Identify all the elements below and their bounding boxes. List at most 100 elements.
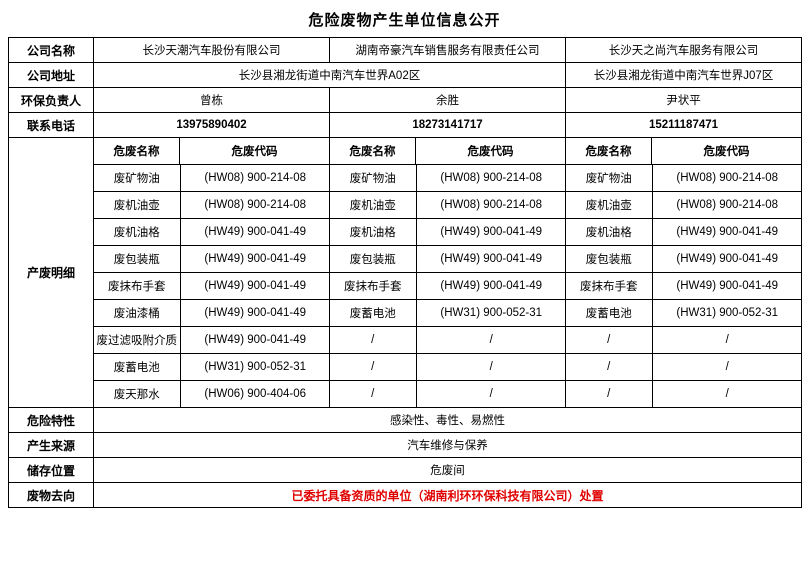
waste-code-header-3: 危废代码 — [651, 137, 802, 165]
waste-code: / — [416, 326, 566, 354]
waste-code: / — [725, 388, 729, 400]
company-name-2: 湖南帝豪汽车销售服务有限责任公司 — [329, 37, 566, 63]
row-label-env-officer: 环保负责人 — [8, 87, 94, 113]
waste-row: 废机油格 (HW49) 900-041-49 — [94, 218, 330, 246]
info-table: 公司名称 长沙天潮汽车股份有限公司 湖南帝豪汽车销售服务有限责任公司 长沙天之尚… — [8, 37, 802, 508]
waste-name: 废机油壶 — [330, 191, 417, 219]
table-row-company-name: 公司名称 长沙天潮汽车股份有限公司 湖南帝豪汽车销售服务有限责任公司 长沙天之尚… — [8, 37, 802, 63]
waste-name: 废矿物油 — [94, 165, 181, 192]
waste-row: 废机油格 (HW49) 900-041-49 — [566, 218, 802, 246]
waste-row: / / — [566, 380, 802, 407]
waste-name: 废蓄电池 — [566, 299, 653, 327]
env-officer-1: 曾栋 — [93, 87, 330, 113]
waste-name: 废包装瓶 — [566, 245, 653, 273]
waste-name-header-1: 危废名称 — [93, 137, 180, 165]
waste-name: / — [330, 326, 417, 354]
waste-code: (HW49) 900-041-49 — [180, 218, 330, 246]
source-value: 汽车维修与保养 — [93, 432, 802, 458]
waste-inner-table-3: 废矿物油 (HW08) 900-214-08 废机油壶 (HW08) 900-214-… — [566, 165, 802, 407]
row-label-waste-detail: 产废明细 — [8, 137, 94, 408]
waste-list-company-1: 废矿物油 (HW08) 900-214-08 废机油壶 (HW08) 900-214-… — [93, 164, 330, 408]
waste-code: (HW31) 900-052-31 — [180, 353, 330, 381]
waste-code: (HW49) 900-041-49 — [416, 245, 566, 273]
contact-phone-1: 13975890402 — [93, 112, 330, 138]
waste-code: (HW49) 900-041-49 — [180, 326, 330, 354]
waste-name: 废包装瓶 — [94, 245, 181, 273]
table-row-contact-phone: 联系电话 13975890402 18273141717 15211187471 — [8, 112, 802, 138]
table-row-storage: 储存位置 危废间 — [8, 457, 802, 483]
waste-code: (HW49) 900-041-49 — [652, 272, 802, 300]
company-name-3: 长沙天之尚汽车服务有限公司 — [565, 37, 802, 63]
table-row-waste-header: 产废明细 危废名称 危废代码 危废名称 危废代码 危废名称 危废代码 — [8, 137, 802, 408]
waste-row: 废包装瓶 (HW49) 900-041-49 — [330, 245, 566, 273]
waste-row: 废抹布手套 (HW49) 900-041-49 — [566, 272, 802, 300]
env-officer-2: 余胜 — [329, 87, 566, 113]
waste-row: 废油漆桶 (HW49) 900-041-49 — [94, 299, 330, 327]
waste-code: (HW31) 900-052-31 — [416, 299, 566, 327]
waste-name: / — [330, 353, 417, 381]
env-officer-3: 尹状平 — [565, 87, 802, 113]
waste-name: / — [566, 353, 653, 381]
waste-row: / / — [566, 326, 802, 354]
row-label-disposal: 废物去向 — [8, 482, 94, 508]
waste-code: (HW49) 900-041-49 — [416, 218, 566, 246]
waste-name: 废机油格 — [330, 218, 417, 246]
waste-code: (HW08) 900-214-08 — [416, 165, 566, 192]
waste-name: / — [566, 326, 653, 354]
waste-code: (HW06) 900-404-06 — [204, 388, 307, 400]
waste-name: 废抹布手套 — [330, 272, 417, 300]
waste-row: 废矿物油 (HW08) 900-214-08 — [330, 165, 566, 192]
waste-code: (HW31) 900-052-31 — [652, 299, 802, 327]
waste-name: 废天那水 — [94, 380, 181, 407]
waste-name: 废包装瓶 — [330, 245, 417, 273]
waste-row: 废机油壶 (HW08) 900-214-08 — [566, 191, 802, 219]
waste-inner-table-1: 废矿物油 (HW08) 900-214-08 废机油壶 (HW08) 900-214-… — [94, 165, 330, 407]
waste-row: 废矿物油 (HW08) 900-214-08 — [566, 165, 802, 192]
waste-code-header-2: 危废代码 — [415, 137, 566, 165]
row-label-storage: 储存位置 — [8, 457, 94, 483]
waste-code: (HW08) 900-214-08 — [180, 165, 330, 192]
waste-row: 废包装瓶 (HW49) 900-041-49 — [94, 245, 330, 273]
waste-row: 废矿物油 (HW08) 900-214-08 — [94, 165, 330, 192]
waste-row: / / — [566, 353, 802, 381]
waste-code: (HW08) 900-214-08 — [652, 165, 802, 192]
table-row-disposal: 废物去向 已委托具备资质的单位（湖南利环环保科技有限公司）处置 — [8, 482, 802, 508]
row-label-hazard-property: 危险特性 — [8, 407, 94, 433]
waste-row: 废蓄电池 (HW31) 900-052-31 — [566, 299, 802, 327]
waste-row: 废机油格 (HW49) 900-041-49 — [330, 218, 566, 246]
row-label-company-name: 公司名称 — [8, 37, 94, 63]
waste-row: / / — [330, 353, 566, 381]
waste-code: (HW08) 900-214-08 — [652, 191, 802, 219]
waste-name: 废抹布手套 — [566, 272, 653, 300]
waste-code: (HW49) 900-041-49 — [416, 272, 566, 300]
waste-name: / — [566, 380, 653, 407]
waste-code: (HW49) 900-041-49 — [180, 272, 330, 300]
waste-name-header-2: 危废名称 — [329, 137, 416, 165]
waste-code: (HW08) 900-214-08 — [416, 191, 566, 219]
waste-name: 废抹布手套 — [94, 272, 181, 300]
waste-name: 废机油壶 — [566, 191, 653, 219]
table-row-waste-body: 废矿物油 (HW08) 900-214-08 废机油壶 (HW08) 900-214-… — [9, 164, 802, 408]
waste-row: 废机油壶 (HW08) 900-214-08 — [330, 191, 566, 219]
waste-row: 废抹布手套 (HW49) 900-041-49 — [330, 272, 566, 300]
company-address-right: 长沙县湘龙街道中南汽车世界J07区 — [565, 62, 802, 88]
waste-row: / / — [330, 380, 566, 407]
waste-name: 废矿物油 — [330, 165, 417, 192]
company-name-1: 长沙天潮汽车股份有限公司 — [93, 37, 330, 63]
waste-list-company-3: 废矿物油 (HW08) 900-214-08 废机油壶 (HW08) 900-214-… — [565, 164, 802, 408]
table-row-source: 产生来源 汽车维修与保养 — [8, 432, 802, 458]
table-row-hazard-property: 危险特性 感染性、毒性、易燃性 — [8, 407, 802, 433]
waste-name: 废矿物油 — [566, 165, 653, 192]
row-label-company-address: 公司地址 — [8, 62, 94, 88]
disposal-value: 已委托具备资质的单位（湖南利环环保科技有限公司）处置 — [93, 482, 802, 508]
contact-phone-3: 15211187471 — [565, 112, 802, 138]
waste-code-header-1: 危废代码 — [179, 137, 330, 165]
waste-name: 废机油格 — [94, 218, 181, 246]
waste-code: (HW08) 900-214-08 — [180, 191, 330, 219]
waste-row: / / — [330, 326, 566, 354]
waste-name-header-3: 危废名称 — [565, 137, 652, 165]
waste-row: 废蓄电池 (HW31) 900-052-31 — [94, 353, 330, 381]
waste-code: / — [416, 353, 566, 381]
waste-name: 废过滤吸附介质 — [94, 326, 181, 354]
